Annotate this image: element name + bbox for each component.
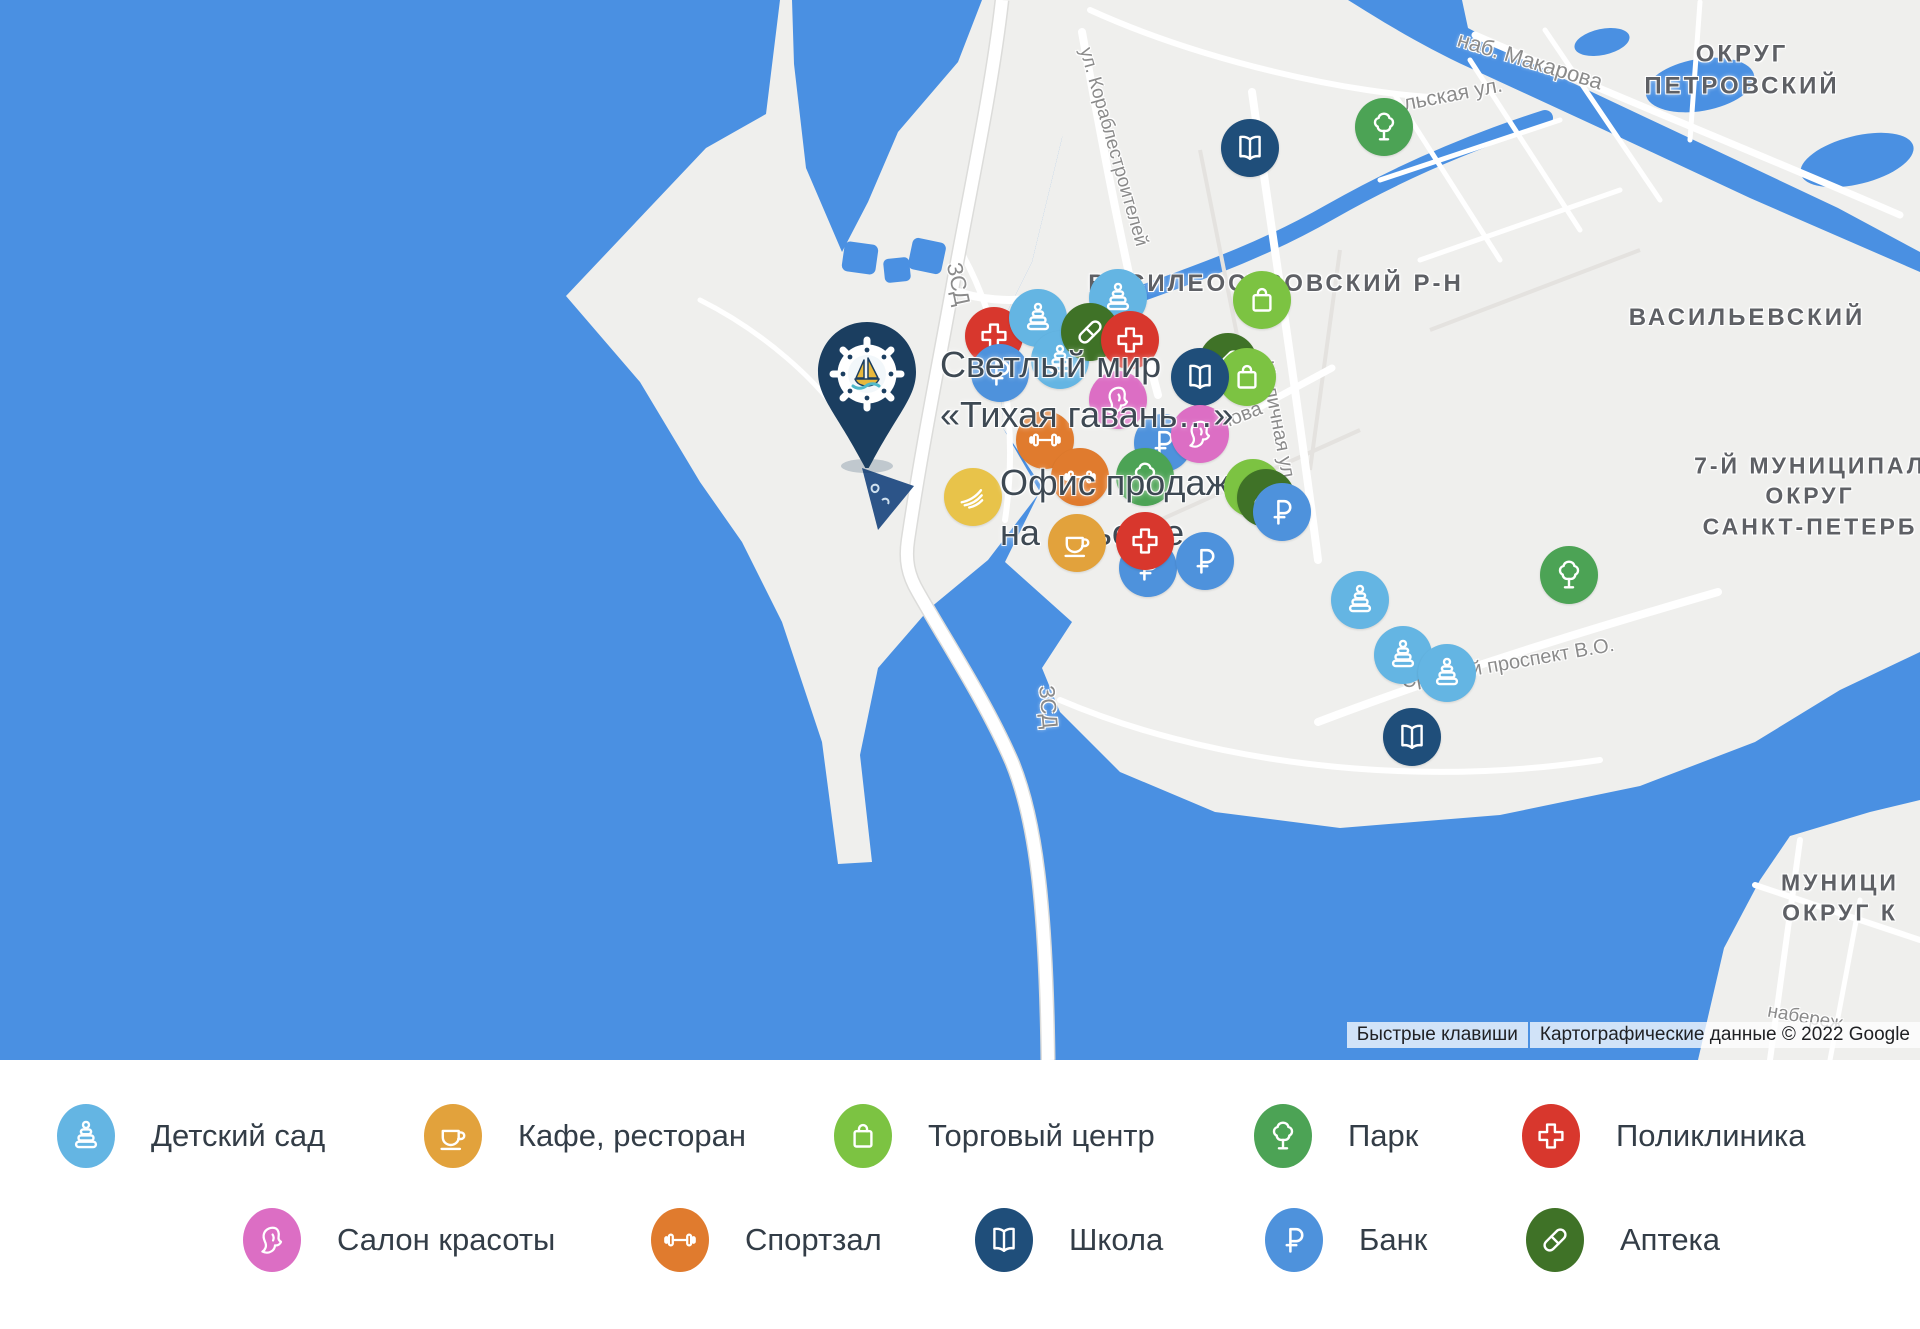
book-icon	[975, 1208, 1033, 1272]
marker-park[interactable]	[1355, 98, 1413, 156]
marker-cafe[interactable]	[1048, 514, 1106, 572]
ruble-icon	[1265, 1208, 1323, 1272]
poi-label-complex-name: Светлый мир «Тихая гавань…»	[940, 344, 1234, 435]
legend-label: Детский сад	[151, 1118, 326, 1153]
tree-icon	[1373, 112, 1395, 141]
property-pin[interactable]	[815, 320, 919, 471]
dumbbell-icon	[664, 1233, 696, 1247]
legend-label: Банк	[1359, 1222, 1428, 1257]
legend-label: Торговый центр	[928, 1118, 1155, 1153]
legend-label: Кафе, ресторан	[518, 1118, 746, 1153]
pyramid-icon	[1106, 282, 1130, 311]
marker-salon[interactable]	[1089, 371, 1147, 429]
legend-item-daycare: Детский сад	[57, 1104, 325, 1168]
legend-item-sport: Спортзал	[651, 1208, 882, 1272]
cup-icon	[1064, 536, 1090, 558]
bag-icon	[834, 1104, 892, 1168]
map-geography	[566, 0, 1920, 1060]
wings-icon	[960, 489, 984, 509]
pyramid-icon	[1026, 302, 1050, 331]
face-icon	[261, 1226, 283, 1254]
marker-wings[interactable]	[944, 468, 1002, 526]
legend-item-park: Парк	[1254, 1104, 1418, 1168]
cross-icon	[1132, 528, 1158, 554]
pyramid-icon	[1391, 639, 1415, 668]
ruble-icon	[1273, 499, 1292, 525]
legend-item-cafe: Кафе, ресторан	[424, 1104, 746, 1168]
cup-icon	[424, 1104, 482, 1168]
map-attribution: Быстрые клавиши Картографические данные …	[1346, 1022, 1920, 1048]
marker-bank[interactable]	[971, 344, 1029, 402]
bag-icon	[1252, 287, 1272, 312]
harbor-landmark	[862, 468, 914, 530]
marker-salon[interactable]	[1171, 405, 1229, 463]
district-label: МУНИЦИ ОКРУГ К	[1781, 869, 1899, 926]
marker-clinic[interactable]	[1101, 311, 1159, 369]
marker-park[interactable]	[1116, 448, 1174, 506]
legend-item-pharmacy: Аптека	[1526, 1208, 1720, 1272]
tree-icon	[1558, 560, 1580, 589]
marker-clinic[interactable]	[1116, 512, 1174, 570]
marker-park[interactable]	[1540, 546, 1598, 604]
legend-item-bank: Банк	[1265, 1208, 1427, 1272]
district-label: ВАСИЛЬЕВСКИЙ	[1628, 304, 1866, 332]
street-label: ЗСД	[1034, 684, 1063, 730]
marker-school[interactable]	[1171, 348, 1229, 406]
legend-item-clinic: Поликлиника	[1522, 1104, 1805, 1168]
pill-icon	[1541, 1226, 1569, 1254]
tree-icon	[1272, 1121, 1294, 1150]
pyramid-icon	[1348, 584, 1372, 613]
map-copyright: Картографические данные © 2022 Google	[1529, 1022, 1920, 1048]
legend-item-mall: Торговый центр	[834, 1104, 1155, 1168]
map-canvas[interactable]: наб. Макарова льская ул. ул. Кораблестроит…	[0, 0, 1920, 1060]
legend-label: Аптека	[1620, 1222, 1721, 1257]
marker-school[interactable]	[1221, 119, 1279, 177]
marker-daycare[interactable]	[1418, 644, 1476, 702]
legend-label: Парк	[1348, 1118, 1419, 1153]
book-icon	[993, 1227, 1015, 1253]
bag-icon	[1237, 364, 1257, 389]
legend-label: Салон красоты	[337, 1222, 556, 1257]
pill-icon	[1526, 1208, 1584, 1272]
face-icon	[243, 1208, 301, 1272]
book-icon	[1401, 724, 1423, 749]
ship-wheel-icon	[829, 336, 905, 412]
ruble-icon	[1285, 1227, 1304, 1253]
keyboard-shortcuts-button[interactable]: Быстрые клавиши	[1346, 1022, 1528, 1048]
cross-icon	[1538, 1123, 1564, 1149]
pyramid-icon	[1435, 657, 1459, 686]
legend-label: Школа	[1069, 1222, 1164, 1257]
marker-daycare[interactable]	[1331, 571, 1389, 629]
map-legend: Детский сад Кафе, ресторан Торговый центр П…	[0, 1060, 1920, 1329]
bag-icon	[853, 1123, 873, 1148]
marker-bank[interactable]	[1253, 483, 1311, 541]
marker-school[interactable]	[1383, 708, 1441, 766]
legend-label: Поликлиника	[1616, 1118, 1806, 1153]
cup-icon	[440, 1129, 466, 1151]
dumbbell-icon	[651, 1208, 709, 1272]
pyramid-icon	[74, 1120, 98, 1149]
ruble-icon	[1196, 548, 1215, 574]
tree-icon	[1254, 1104, 1312, 1168]
book-icon	[1239, 135, 1261, 161]
marker-sport[interactable]	[1051, 448, 1109, 506]
legend-item-school: Школа	[975, 1208, 1163, 1272]
cross-icon	[1522, 1104, 1580, 1168]
legend-item-salon: Салон красоты	[243, 1208, 555, 1272]
legend-label: Спортзал	[745, 1222, 882, 1257]
pyramid-icon	[57, 1104, 115, 1168]
district-label: ОКРУГ ПЕТРОВСКИЙ	[1644, 40, 1840, 99]
marker-bank[interactable]	[1176, 532, 1234, 590]
marker-mall[interactable]	[1233, 271, 1291, 329]
district-label: 7-Й МУНИЦИПАЛ ОКРУГ САНКТ-ПЕТЕРБ	[1694, 452, 1920, 540]
